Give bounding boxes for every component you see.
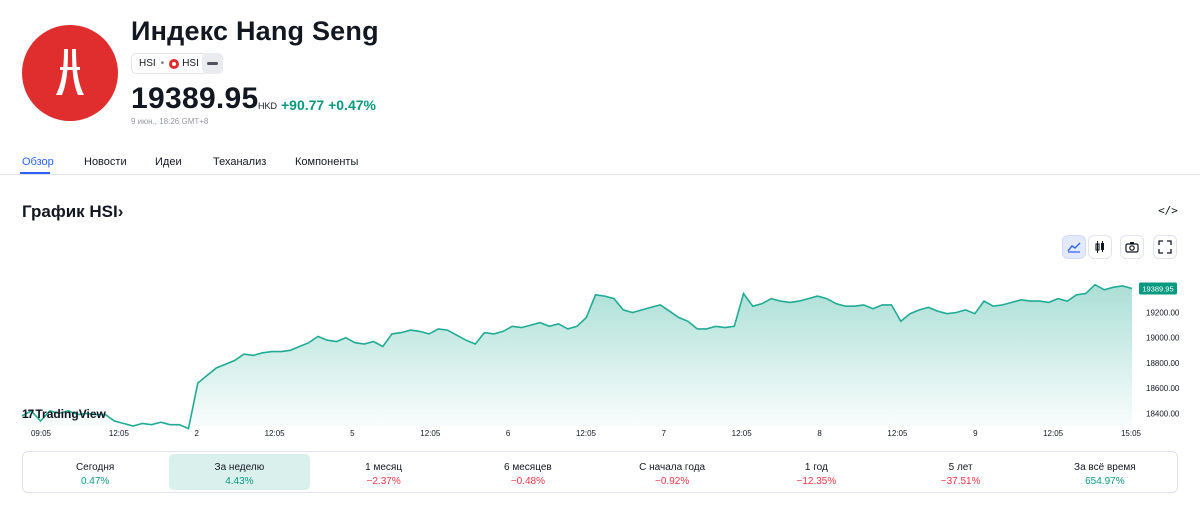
page-title: Индекс Hang Seng bbox=[131, 16, 379, 46]
y-tick-label-2: 18800.00 bbox=[1146, 359, 1180, 368]
timestamp: 9 июн., 18:26 GMT+8 bbox=[131, 117, 209, 126]
period-label: 5 лет bbox=[948, 462, 973, 473]
x-tick-label-13: 12:05 bbox=[1043, 429, 1064, 438]
hang-seng-logo-icon bbox=[22, 25, 118, 121]
x-tick-label-12: 9 bbox=[973, 429, 978, 438]
fullscreen-icon[interactable] bbox=[1153, 235, 1177, 259]
period-label: Сегодня bbox=[75, 462, 115, 473]
y-tick-label-1: 19000.00 bbox=[1146, 334, 1180, 343]
period-label: За неделю bbox=[214, 462, 265, 473]
period-0[interactable]: Сегодня 0.47% bbox=[25, 454, 165, 490]
ticker-pill[interactable]: HSI • HSI bbox=[131, 53, 207, 74]
tab-news[interactable]: Новости bbox=[84, 156, 127, 168]
period-label: 1 год bbox=[804, 462, 828, 473]
period-3[interactable]: 6 месяцев −0.48% bbox=[458, 454, 598, 490]
x-tick-label-0: 09:05 bbox=[31, 429, 52, 438]
embed-code-icon[interactable]: </> bbox=[1158, 204, 1178, 217]
tab-bar: Обзор Новости Идеи Теханализ Компоненты bbox=[0, 150, 1200, 175]
exchange-name: HSI bbox=[182, 58, 199, 69]
period-value: −0.92% bbox=[655, 476, 690, 487]
tab-technicals[interactable]: Теханализ bbox=[213, 156, 267, 168]
tradingview-logo-icon: 17 bbox=[22, 407, 34, 421]
period-value: −2.37% bbox=[366, 476, 401, 487]
x-tick-label-14: 15:05 bbox=[1121, 429, 1142, 438]
period-1[interactable]: За неделю 4.43% bbox=[169, 454, 310, 490]
exchange-icon bbox=[169, 58, 180, 69]
x-tick-label-7: 12:05 bbox=[576, 429, 597, 438]
x-tick-label-9: 12:05 bbox=[732, 429, 753, 438]
x-tick-label-8: 7 bbox=[662, 429, 667, 438]
last-value-badge bbox=[1139, 282, 1177, 295]
candles-icon[interactable] bbox=[1088, 235, 1112, 259]
x-tick-label-5: 12:05 bbox=[420, 429, 441, 438]
price-chart[interactable]: 19200.00 19000.00 18800.00 18600.00 18400.00… bbox=[0, 262, 1200, 442]
x-tick-label-3: 12:05 bbox=[265, 429, 286, 438]
area-chart-icon[interactable] bbox=[1062, 235, 1086, 259]
y-tick-label-3: 18600.00 bbox=[1146, 384, 1180, 393]
price-value: 19389.95 bbox=[131, 82, 259, 115]
y-tick-label-0: 19200.00 bbox=[1146, 309, 1180, 318]
chart-title-link[interactable]: График HSI› bbox=[22, 202, 124, 221]
price-series-line bbox=[21, 283, 1133, 430]
x-tick-label-4: 5 bbox=[350, 429, 355, 438]
tab-overview[interactable]: Обзор bbox=[22, 156, 54, 168]
period-4[interactable]: С начала года −0.92% bbox=[602, 454, 742, 490]
x-tick-label-6: 6 bbox=[506, 429, 511, 438]
period-value: −12.35% bbox=[796, 476, 837, 487]
period-2[interactable]: 1 месяц −2.37% bbox=[314, 454, 454, 490]
period-value: 0.47% bbox=[80, 476, 110, 487]
ticker-symbol: HSI bbox=[139, 58, 156, 69]
active-tab-indicator bbox=[20, 172, 50, 174]
x-tick-label-1: 12:05 bbox=[109, 429, 130, 438]
performance-periods: Сегодня 0.47% За неделю 4.43% 1 месяц −2.37% 6… bbox=[22, 451, 1178, 493]
period-value: 654.97% bbox=[1085, 476, 1125, 487]
period-6[interactable]: 5 лет −37.51% bbox=[891, 454, 1031, 490]
period-value: −0.48% bbox=[510, 476, 545, 487]
price-change: +90.77 +0.47% bbox=[281, 97, 376, 113]
more-icon[interactable] bbox=[202, 53, 223, 74]
last-value-label: 19389.95 bbox=[1142, 285, 1173, 294]
y-tick-label-4: 18400.00 bbox=[1146, 409, 1180, 418]
tab-components[interactable]: Компоненты bbox=[295, 156, 359, 168]
period-7[interactable]: За всё время 654.97% bbox=[1035, 454, 1175, 490]
period-value: 4.43% bbox=[225, 476, 254, 487]
price-area-fill bbox=[22, 284, 1132, 429]
currency-label: HKD bbox=[258, 101, 278, 111]
separator: • bbox=[160, 58, 165, 69]
tab-ideas[interactable]: Идеи bbox=[155, 156, 182, 168]
period-label: 1 месяц bbox=[365, 462, 403, 473]
tradingview-watermark: 17 TradingView bbox=[22, 407, 106, 421]
period-label: 6 месяцев bbox=[504, 462, 552, 473]
x-tick-label-11: 12:05 bbox=[887, 429, 908, 438]
period-label: За всё время bbox=[1074, 462, 1136, 473]
period-value: −37.51% bbox=[940, 476, 981, 487]
period-5[interactable]: 1 год −12.35% bbox=[746, 454, 886, 490]
tradingview-wordmark: TradingView bbox=[35, 407, 106, 421]
period-label: С начала года bbox=[639, 462, 706, 473]
x-tick-label-2: 2 bbox=[194, 429, 199, 438]
x-tick-label-10: 8 bbox=[817, 429, 822, 438]
camera-icon[interactable] bbox=[1120, 235, 1144, 259]
